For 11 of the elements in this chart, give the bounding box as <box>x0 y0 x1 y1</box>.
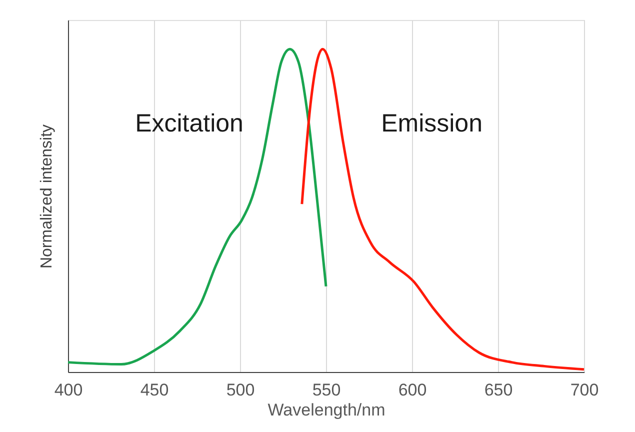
x-tick-label: 700 <box>570 380 599 400</box>
x-tick-label: 550 <box>312 380 341 400</box>
x-tick-label: 650 <box>484 380 513 400</box>
x-axis-title: Wavelength/nm <box>268 400 386 420</box>
series-label: Emission <box>381 109 482 138</box>
x-tick-label: 450 <box>140 380 169 400</box>
x-tick-label: 400 <box>54 380 83 400</box>
series-label: Excitation <box>135 109 244 138</box>
x-tick-label: 600 <box>398 380 427 400</box>
y-axis-title: Normalized intensity <box>38 124 56 269</box>
x-tick-label: 500 <box>226 380 255 400</box>
